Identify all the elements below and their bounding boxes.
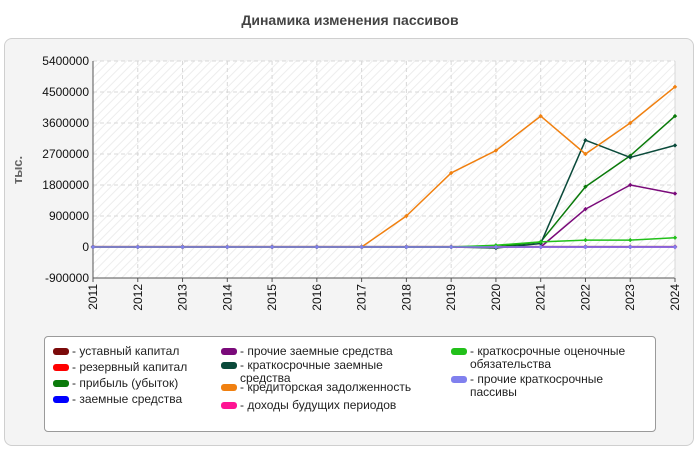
x-tick-label: 2017 xyxy=(355,284,369,311)
data-point xyxy=(314,244,320,250)
data-point xyxy=(538,244,543,250)
y-tick-label: 1800000 xyxy=(42,178,89,192)
y-tick-label: 900000 xyxy=(49,209,89,223)
x-tick-label: 2024 xyxy=(668,284,682,311)
data-point xyxy=(90,244,96,250)
data-point xyxy=(538,239,543,245)
data-point xyxy=(628,244,633,250)
data-point xyxy=(672,191,678,196)
legend-label: - прибыль (убыток) xyxy=(72,376,179,390)
x-tick-label: 2018 xyxy=(399,284,413,311)
y-tick-label: 3600000 xyxy=(42,116,89,130)
y-axis-title: тыс. xyxy=(10,156,25,184)
legend-label: - краткосрочные оценочные обязательства xyxy=(470,344,626,371)
x-tick-label: 2022 xyxy=(578,284,592,311)
data-point xyxy=(493,244,499,250)
data-point xyxy=(538,113,543,119)
data-point xyxy=(628,182,633,188)
data-point xyxy=(672,113,678,119)
legend-swatch xyxy=(53,380,69,387)
legend-item: - резервный капитал xyxy=(53,361,213,374)
legend-item: - уставный капитал xyxy=(53,345,213,358)
legend-swatch xyxy=(221,384,237,391)
y-tick-label: 4500000 xyxy=(42,85,89,99)
legend-swatch xyxy=(221,348,237,355)
legend-label: - кредиторская задолженность xyxy=(240,380,412,394)
x-tick-label: 2015 xyxy=(265,284,279,311)
y-tick-label: 5400000 xyxy=(42,54,89,68)
data-point xyxy=(448,170,454,176)
data-point xyxy=(583,138,588,143)
x-tick-label: 2019 xyxy=(444,284,458,311)
data-point xyxy=(628,237,633,243)
legend-swatch xyxy=(53,348,69,355)
chart-title: Динамика изменения пассивов xyxy=(241,12,459,28)
legend-item: - прибыль (убыток) xyxy=(53,377,213,390)
data-point xyxy=(135,244,140,250)
x-tick-label: 2014 xyxy=(220,284,234,311)
legend-swatch xyxy=(53,364,69,371)
data-point xyxy=(672,143,678,148)
y-tick-label: -900000 xyxy=(45,271,89,285)
legend-swatch xyxy=(221,362,237,369)
data-point xyxy=(493,148,499,153)
legend-swatch xyxy=(451,376,467,383)
data-point xyxy=(583,244,588,250)
data-point xyxy=(583,151,588,157)
data-point xyxy=(404,213,409,219)
legend-item: - кредиторская задолженность xyxy=(221,381,421,394)
legend-swatch xyxy=(53,396,69,403)
data-point xyxy=(225,244,230,250)
data-point xyxy=(583,237,588,243)
legend-swatch xyxy=(221,402,237,409)
x-tick-label: 2020 xyxy=(489,284,503,311)
x-tick-label: 2011 xyxy=(86,284,100,310)
x-tick-label: 2012 xyxy=(131,284,145,311)
x-tick-label: 2013 xyxy=(176,284,190,311)
data-point xyxy=(269,244,275,250)
legend-item: - прочие заемные средства xyxy=(221,345,421,358)
data-point xyxy=(404,244,409,250)
legend-item: - прочие краткосрочные пассивы xyxy=(451,373,651,399)
data-point xyxy=(672,235,678,240)
data-point xyxy=(628,155,633,160)
legend-label: - краткосрочные заемные средства xyxy=(240,358,383,385)
x-tick-label: 2021 xyxy=(534,284,548,311)
x-tick-label: 2023 xyxy=(623,284,637,311)
y-tick-label: 0 xyxy=(82,240,89,254)
legend-label: - резервный капитал xyxy=(72,360,188,374)
plot-background-hatch xyxy=(93,61,675,278)
x-tick-label: 2016 xyxy=(310,284,324,311)
data-point xyxy=(628,120,633,126)
legend-item: - краткосрочные заемные средства xyxy=(221,359,421,385)
data-point xyxy=(672,84,678,90)
y-tick-label: 2700000 xyxy=(42,147,89,161)
legend-item: - заемные средства xyxy=(53,393,213,406)
data-point xyxy=(583,206,588,212)
legend-label: - прочие заемные средства xyxy=(240,344,393,358)
data-point xyxy=(180,244,185,250)
legend-label: - заемные средства xyxy=(72,392,183,406)
data-point xyxy=(672,244,678,250)
legend-label: - прочие краткосрочные пассивы xyxy=(470,372,604,399)
data-point xyxy=(359,244,364,250)
legend-item: - краткосрочные оценочные обязательства xyxy=(451,345,651,371)
legend-swatch xyxy=(451,348,467,355)
legend-label: - уставный капитал xyxy=(72,344,180,358)
legend-item: - доходы будущих периодов xyxy=(221,399,421,412)
chart-legend: - уставный капитал - резервный капитал - п… xyxy=(44,336,656,432)
data-point xyxy=(448,244,454,250)
legend-label: - доходы будущих периодов xyxy=(240,398,397,412)
data-point xyxy=(583,184,588,189)
